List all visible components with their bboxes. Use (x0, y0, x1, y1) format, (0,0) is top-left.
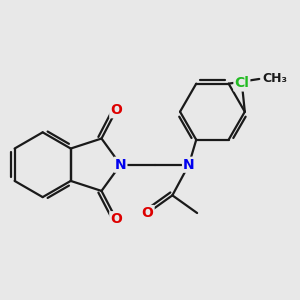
Text: CH₃: CH₃ (262, 73, 287, 85)
Text: Cl: Cl (234, 76, 249, 91)
Text: O: O (110, 212, 122, 226)
Text: N: N (115, 158, 126, 172)
Text: O: O (142, 206, 154, 220)
Text: N: N (183, 158, 195, 172)
Text: O: O (110, 103, 122, 117)
